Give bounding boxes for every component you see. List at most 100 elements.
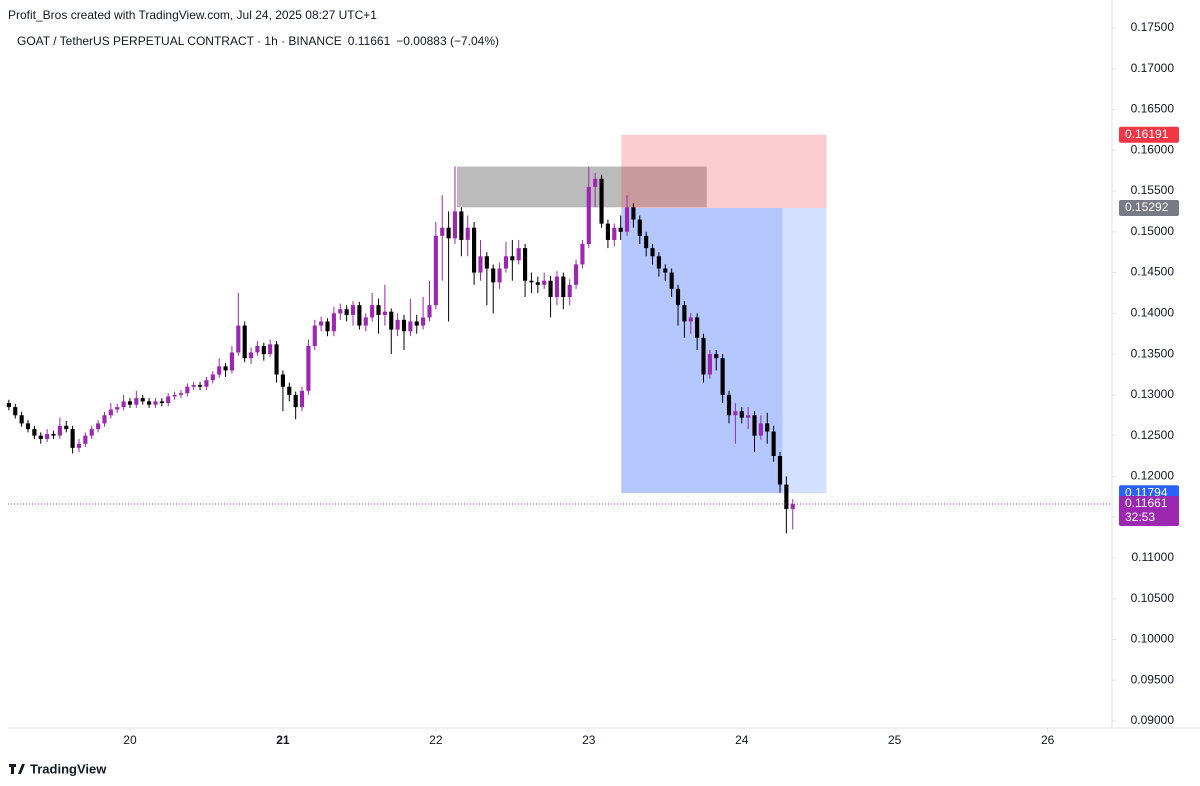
- x-tick-label: 22: [429, 733, 443, 747]
- candle-body: [580, 244, 585, 265]
- candle-body: [491, 268, 496, 283]
- candle-body: [57, 425, 62, 436]
- candle-body: [516, 248, 521, 261]
- candle-body: [217, 366, 222, 375]
- candle-body: [89, 429, 94, 436]
- candle-body: [663, 268, 668, 273]
- y-tick-label: 0.11000: [1132, 550, 1175, 564]
- candle-body: [312, 325, 317, 346]
- price-tag: [1119, 496, 1179, 527]
- zone: [621, 134, 827, 208]
- candle-body: [758, 423, 763, 436]
- candle-body: [452, 211, 458, 239]
- candle-body: [338, 309, 343, 314]
- candle-body: [733, 411, 738, 416]
- zone: [782, 207, 827, 494]
- y-tick-label: 0.13000: [1131, 387, 1175, 401]
- price-tag-label: 0.16191: [1125, 127, 1169, 141]
- candle-body: [210, 374, 215, 381]
- candle-body: [688, 317, 693, 322]
- candle-body: [656, 256, 661, 269]
- candle-body: [191, 385, 196, 387]
- candle-body: [784, 484, 789, 510]
- candle-body: [70, 429, 75, 448]
- change: −0.00883 (−7.04%): [396, 34, 499, 48]
- candle-body: [166, 396, 171, 404]
- candle-body: [523, 248, 528, 281]
- y-tick-label: 0.14000: [1131, 305, 1175, 319]
- candle-body: [198, 385, 203, 387]
- candle-body: [350, 305, 356, 315]
- candle-body: [739, 411, 744, 418]
- candle-body: [280, 374, 285, 387]
- candle-body: [478, 256, 483, 273]
- candle-body: [357, 305, 362, 326]
- y-tick-label: 0.16000: [1131, 142, 1175, 156]
- y-tick-label: 0.12000: [1131, 469, 1175, 483]
- candle-body: [6, 403, 11, 408]
- price-tag-label: 0.11661: [1125, 496, 1168, 510]
- candle-body: [115, 407, 120, 410]
- candle-body: [38, 435, 43, 439]
- candle-body: [707, 354, 712, 375]
- x-tick-label: 23: [582, 733, 596, 747]
- candle-body: [427, 305, 432, 318]
- candle-body: [465, 227, 470, 240]
- candle-body: [236, 325, 241, 353]
- candle-body: [612, 227, 617, 240]
- price-tag: [1119, 199, 1179, 216]
- candle-body: [675, 288, 681, 306]
- candle-body: [669, 272, 674, 289]
- x-tick-label: 24: [735, 733, 749, 747]
- candle-body: [51, 433, 56, 436]
- candle-body: [573, 264, 579, 285]
- y-tick-label: 0.10000: [1131, 632, 1175, 646]
- y-tick-label: 0.13500: [1131, 346, 1175, 360]
- y-tick-label: 0.17500: [1131, 20, 1175, 34]
- candle-body: [223, 366, 228, 371]
- candle-body: [108, 409, 113, 416]
- candle-body: [497, 268, 502, 283]
- countdown: 32:53: [1125, 510, 1155, 524]
- price-tag-label: 0.11794: [1125, 485, 1168, 499]
- candle-body: [140, 398, 145, 402]
- x-tick-label: 26: [1041, 733, 1055, 747]
- price: 0.11661: [348, 34, 391, 48]
- candle-body: [19, 415, 24, 424]
- y-tick-label: 0.16500: [1131, 102, 1175, 116]
- candle-body: [682, 305, 687, 322]
- candle-body: [529, 280, 534, 283]
- candle-body: [421, 317, 426, 326]
- candle-body: [790, 504, 795, 510]
- candle-body: [185, 386, 190, 394]
- candle-body: [637, 219, 642, 236]
- candle-body: [695, 317, 700, 338]
- candle-body: [25, 423, 31, 430]
- candle-body: [593, 178, 598, 187]
- candle-body: [83, 435, 88, 444]
- brand: TradingView: [30, 761, 107, 776]
- candle-body: [618, 227, 623, 232]
- price-tag: [1119, 126, 1179, 143]
- candle-body: [446, 227, 451, 239]
- candle-body: [382, 311, 387, 315]
- candle-body: [45, 433, 50, 439]
- credit: Profit_Bros created with TradingView.com…: [8, 8, 377, 22]
- candle-body: [542, 280, 547, 285]
- candle-body: [567, 284, 572, 298]
- candle-body: [172, 394, 177, 397]
- candle-body: [433, 235, 438, 306]
- candle-body: [714, 354, 719, 359]
- candle-body: [395, 319, 400, 330]
- candle-body: [701, 337, 706, 375]
- candle-body: [153, 401, 158, 405]
- candle-body: [102, 415, 107, 424]
- candle-body: [535, 282, 540, 285]
- x-tick-label: 21: [276, 733, 290, 747]
- candle-body: [325, 321, 330, 332]
- candle-body: [64, 425, 69, 430]
- candle-body: [631, 207, 636, 220]
- candle-body: [363, 317, 368, 326]
- y-tick-label: 0.15000: [1131, 224, 1175, 238]
- candle-body: [255, 345, 260, 353]
